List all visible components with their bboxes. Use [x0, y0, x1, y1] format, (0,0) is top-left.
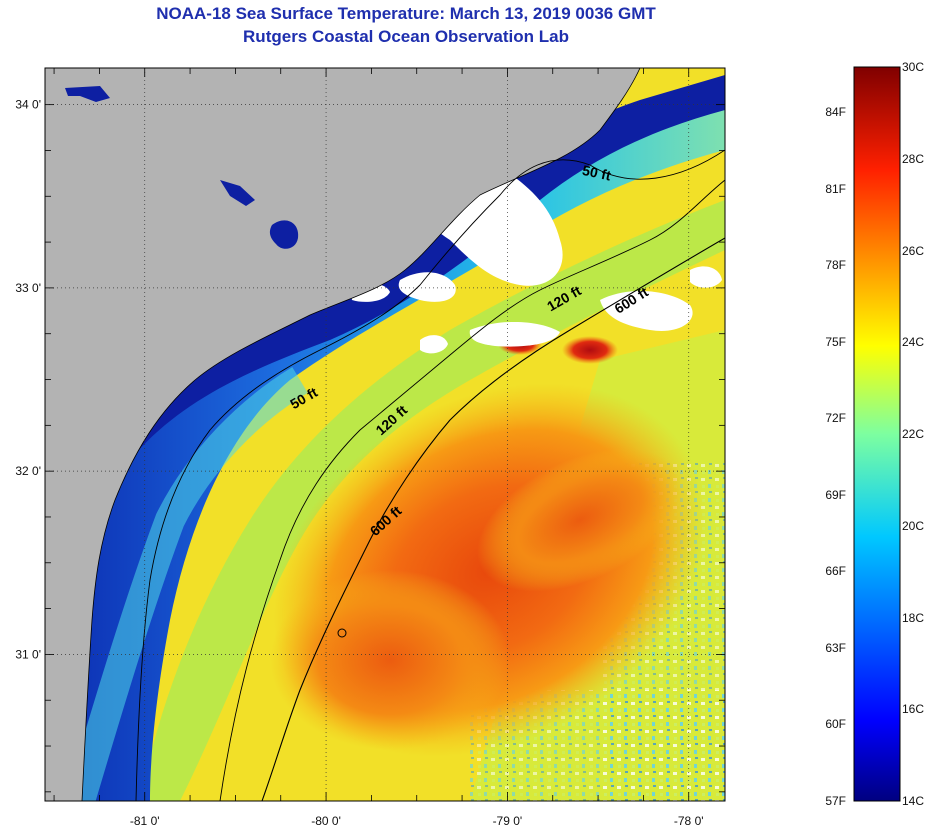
sst-map: -81 0' -80 0' -79 0' -78 0' 34 0' 33 0' 32 0'… [15, 67, 726, 828]
latitude-tick-label: 31 0' [15, 647, 41, 661]
longitude-tick-label: -79 0' [493, 814, 523, 828]
longitude-tick-label: -81 0' [130, 814, 160, 828]
map-frame [44, 67, 726, 802]
colorbar-c-label: 22C [902, 427, 925, 441]
latitude-tick-label: 34 0' [15, 98, 41, 112]
colorbar-c-label: 18C [902, 610, 925, 625]
contour-label-50ft-north: 50 ft [581, 162, 613, 184]
graticule [45, 68, 725, 801]
colorbar-f-label: 63F [825, 640, 846, 655]
colorbar-c-label: 30C [902, 60, 925, 74]
map-title: NOAA-18 Sea Surface Temperature: March 1… [156, 4, 656, 23]
colorbar-f-label: 66F [825, 564, 846, 579]
latitude-tick-label: 33 0' [15, 281, 41, 295]
colorbar-c-label: 20C [902, 518, 925, 533]
longitude-tick-label: -80 0' [311, 814, 341, 828]
latitude-axis: 34 0' 33 0' 32 0' 31 0' [15, 98, 725, 793]
colorbar-f-label: 84F [825, 105, 846, 119]
colorbar-c-label: 28C [902, 151, 925, 166]
longitude-axis: -81 0' -80 0' -79 0' -78 0' [53, 68, 704, 828]
colorbar-f-label: 78F [825, 258, 846, 273]
colorbar-f-label: 69F [825, 487, 846, 502]
colorbar-f-label: 57F [825, 794, 846, 808]
colorbar-f-label: 75F [825, 334, 846, 349]
colorbar-c-label: 14C [902, 794, 925, 808]
colorbar-f-label: 60F [825, 717, 846, 732]
map-subtitle: Rutgers Coastal Ocean Observation Lab [243, 27, 569, 46]
colorbar-c-label: 16C [902, 702, 925, 717]
colorbar-c-label: 26C [902, 243, 925, 258]
sst-image [45, 68, 725, 801]
latitude-tick-label: 32 0' [15, 464, 41, 478]
colorbar-c-label: 24C [902, 335, 925, 350]
colorbar-f-label: 81F [825, 181, 846, 196]
longitude-tick-label: -78 0' [674, 814, 704, 828]
colorbar-f-label: 72F [825, 411, 846, 426]
temperature-colorbar [853, 66, 901, 802]
